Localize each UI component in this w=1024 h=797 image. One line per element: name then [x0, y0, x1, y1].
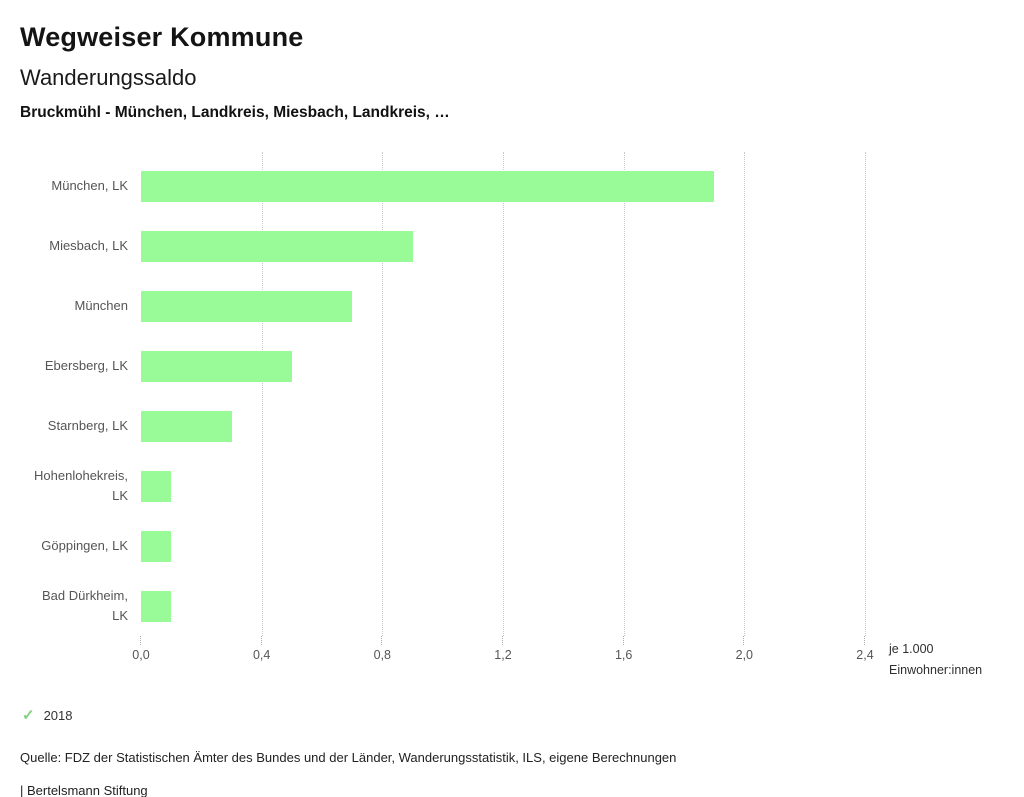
x-tick-mark [260, 636, 263, 645]
source-text: Quelle: FDZ der Statistischen Ämter des … [20, 750, 677, 765]
chart-row [141, 516, 865, 576]
gridline [503, 152, 504, 636]
axis-unit-line-2: Einwohner:innen [889, 663, 983, 677]
x-tick-mark [502, 636, 504, 645]
chart-row [141, 216, 865, 276]
category-label: Göppingen, LK [41, 537, 128, 553]
x-tick-label: 0,8 [373, 648, 392, 662]
x-tick-mark [622, 636, 625, 645]
x-tick-mark [140, 636, 142, 645]
chart-row [141, 396, 865, 456]
x-tick-label: 1,6 [614, 648, 633, 662]
legend-year-label: 2018 [43, 708, 73, 723]
x-tick-label: 0,4 [252, 648, 271, 662]
chart-row [141, 276, 865, 336]
category-label: München, LK [51, 177, 128, 193]
x-tick-label: 2,4 [856, 648, 874, 662]
category-label: Hohenlohekreis, LK [34, 467, 128, 503]
category-label: München [74, 297, 128, 313]
gridline [865, 152, 866, 636]
gridline [744, 152, 746, 636]
check-icon: ✓ [22, 707, 35, 724]
axis-unit-line-1: je 1.000 [889, 642, 934, 656]
chart-row [141, 156, 865, 216]
category-label: Miesbach, LK [49, 237, 128, 253]
bar-chart: München, LK Miesbach, LK München Ebersberg,… [0, 152, 1024, 682]
gridline [382, 152, 384, 636]
bar [141, 410, 232, 442]
x-tick-label: 2,0 [735, 648, 754, 662]
x-tick-mark [381, 636, 383, 645]
x-tick: 2,4 [843, 636, 887, 662]
bar [141, 230, 413, 262]
x-tick-mark [864, 636, 866, 645]
bar [141, 590, 172, 622]
category-label: Ebersberg, LK [44, 357, 128, 373]
chart-row [141, 456, 865, 516]
page-title: Wegweiser Kommune [20, 22, 304, 52]
x-tick: 1,6 [602, 636, 646, 662]
bar [141, 290, 353, 322]
gridline [261, 152, 263, 636]
x-tick-label: 0,0 [132, 648, 150, 662]
gridline [623, 152, 625, 636]
x-tick: 0,4 [240, 636, 284, 662]
x-tick: 2,0 [722, 636, 766, 662]
category-label: Starnberg, LK [47, 417, 128, 433]
brand-text: | Bertelsmann Stiftung [20, 783, 148, 797]
plot-area [141, 152, 866, 636]
x-axis: je 1.000 Einwohner:innen 0,0 0,4 0,8 1,2 1,6… [132, 636, 982, 682]
bar [141, 530, 172, 562]
x-tick-label: 1,2 [494, 648, 512, 662]
bar [141, 170, 715, 202]
x-axis-spacer [0, 636, 128, 682]
x-axis-row: je 1.000 Einwohner:innen 0,0 0,4 0,8 1,2 1,6… [0, 636, 1024, 682]
category-axis: München, LK Miesbach, LK München Ebersberg,… [0, 156, 128, 636]
chart-row [141, 336, 865, 396]
bar [141, 350, 292, 382]
axis-unit-label: je 1.000 Einwohner:innen [889, 639, 982, 681]
x-tick: 1,2 [481, 636, 525, 662]
chart-plot-body: München, LK Miesbach, LK München Ebersberg,… [0, 152, 1024, 636]
chart-title: Wanderungssaldo [20, 65, 197, 90]
legend-year-toggle[interactable]: ✓ 2018 [22, 708, 1024, 723]
chart-row [141, 576, 865, 636]
x-tick: 0,0 [119, 636, 163, 662]
x-tick: 0,8 [360, 636, 404, 662]
x-tick-mark [743, 636, 745, 645]
category-label: Bad Dürkheim, LK [42, 587, 128, 623]
bar [141, 470, 172, 502]
chart-subtitle: Bruckmühl - München, Landkreis, Miesbach… [20, 104, 450, 121]
